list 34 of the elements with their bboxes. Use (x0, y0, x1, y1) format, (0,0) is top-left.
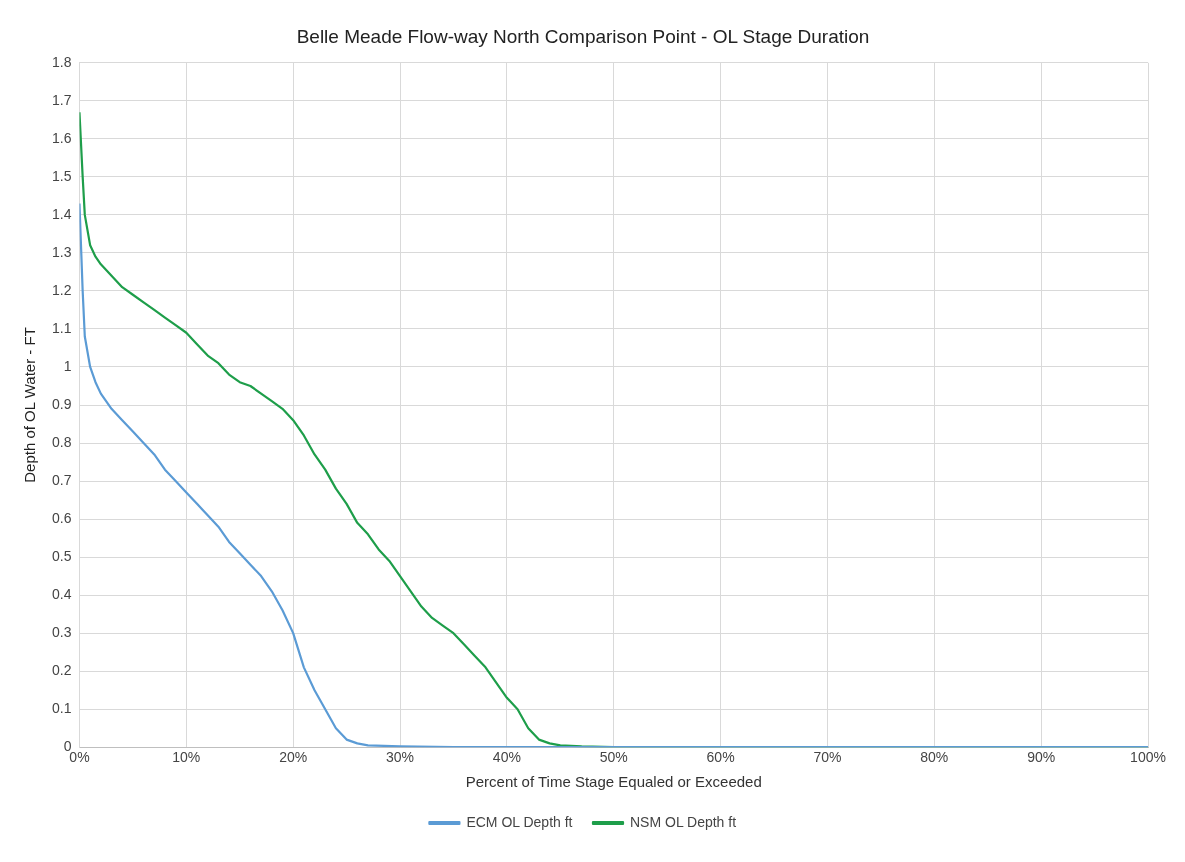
y-tick-label: 1 (63, 357, 72, 374)
y-tick-label: 1.3 (51, 243, 72, 260)
y-tick-label: 0.4 (51, 585, 72, 602)
y-tick-label: 0.6 (51, 509, 72, 526)
x-tick-label: 80% (920, 749, 949, 766)
x-axis-title: Percent of Time Stage Equaled or Exceeded (465, 773, 762, 791)
y-tick-label: 0.7 (51, 471, 72, 488)
x-tick-label: 10% (172, 749, 201, 766)
y-tick-label: 0.9 (51, 395, 72, 412)
y-tick-label: 0.1 (51, 700, 72, 717)
x-tick-label: 50% (599, 749, 628, 766)
x-tick-label: 70% (813, 749, 842, 766)
y-axis-title: Depth of OL Water - FT (21, 327, 39, 483)
y-tick-label: 1.1 (51, 319, 72, 336)
y-tick-label: 1.6 (51, 129, 72, 146)
y-tick-label: 1.8 (51, 53, 72, 70)
y-tick-label: 1.5 (51, 167, 72, 184)
x-tick-label: 20% (279, 749, 308, 766)
chart-title: Belle Meade Flow-way North Comparison Point - OL Stage Duration (296, 25, 870, 47)
y-tick-label: 0.3 (51, 623, 72, 640)
legend-label: ECM OL Depth ft (466, 813, 573, 830)
x-tick-label: 30% (386, 749, 415, 766)
y-tick-label: 0.5 (51, 547, 72, 564)
x-tick-label: 40% (492, 749, 521, 766)
x-tick-label: 0% (69, 749, 90, 766)
legend-label: NSM OL Depth ft (630, 813, 737, 830)
x-tick-label: 90% (1027, 749, 1056, 766)
y-tick-label: 1.7 (51, 91, 72, 108)
y-tick-label: 0.8 (51, 433, 72, 450)
x-tick-label: 60% (706, 749, 735, 766)
y-tick-label: 1.4 (51, 205, 72, 222)
y-tick-label: 1.2 (51, 281, 72, 298)
x-tick-label: 100% (1130, 749, 1166, 766)
y-tick-label: 0.2 (51, 662, 72, 679)
